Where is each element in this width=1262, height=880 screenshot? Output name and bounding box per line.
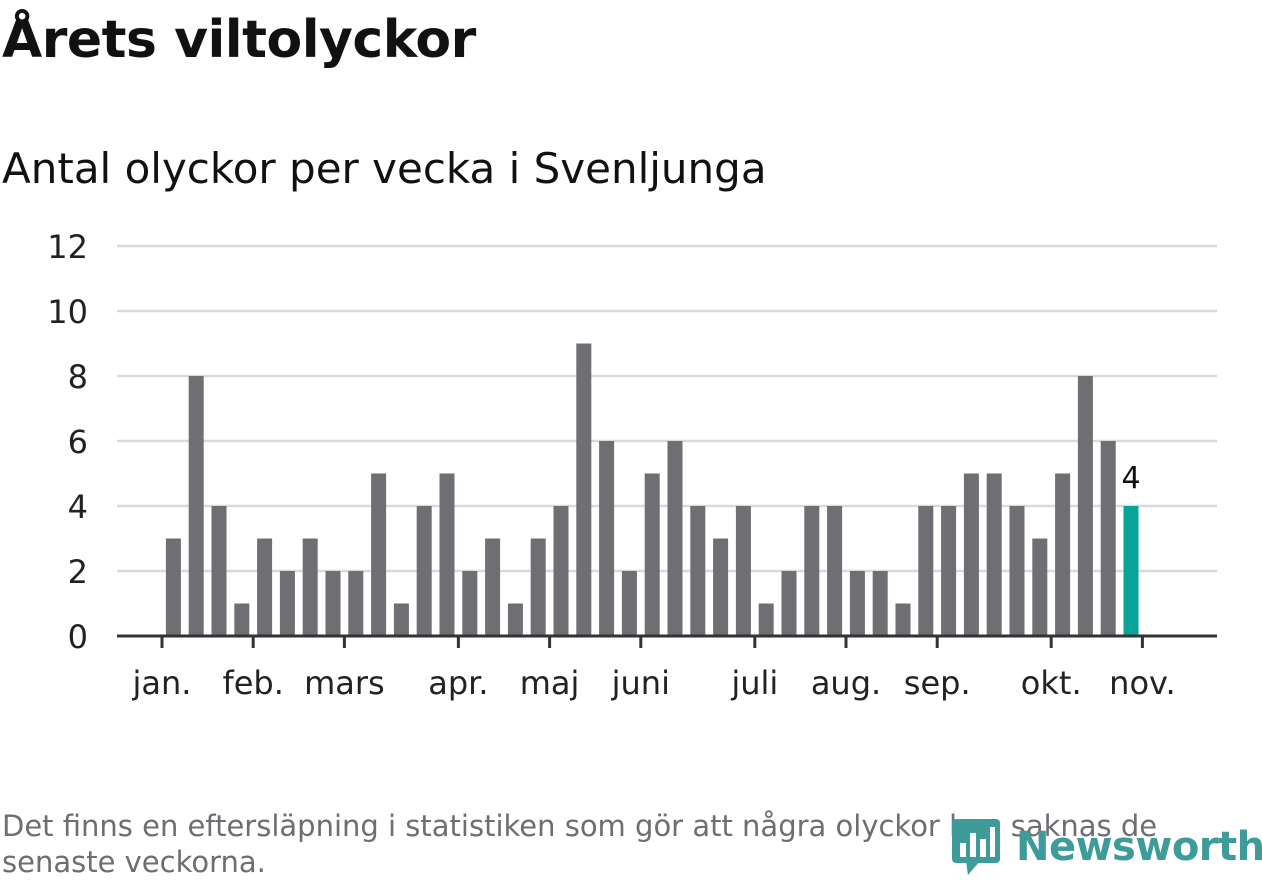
bar xyxy=(553,506,569,636)
bar xyxy=(416,506,432,636)
newsworthy-logo: Newsworthy xyxy=(950,815,1262,879)
x-tick-label: maj xyxy=(520,664,580,702)
bar xyxy=(713,538,729,636)
bar xyxy=(667,441,683,636)
bar xyxy=(758,603,774,636)
chart-subtitle: Antal olyckor per vecka i Svenljunga xyxy=(2,144,767,193)
bar xyxy=(781,571,797,636)
data-label: 4 xyxy=(1121,461,1140,496)
bar xyxy=(279,571,295,636)
y-tick-label: 12 xyxy=(47,228,88,266)
bar xyxy=(1009,506,1025,636)
newsworthy-logo-icon xyxy=(952,819,1000,875)
y-tick-label: 8 xyxy=(68,358,88,396)
bar xyxy=(211,506,227,636)
bar xyxy=(735,506,751,636)
bar xyxy=(827,506,843,636)
bar xyxy=(302,538,318,636)
bar xyxy=(849,571,865,636)
bar xyxy=(644,473,660,636)
bar xyxy=(576,343,592,636)
chart-title: Årets viltolyckor xyxy=(2,10,476,70)
bar xyxy=(371,473,387,636)
bar xyxy=(895,603,911,636)
x-tick-label: okt. xyxy=(1021,664,1082,702)
x-tick-label: mars xyxy=(304,664,385,702)
bar xyxy=(188,376,204,636)
x-tick-label: sep. xyxy=(904,664,971,702)
bar xyxy=(941,506,957,636)
bar xyxy=(485,538,501,636)
bar xyxy=(462,571,478,636)
bar xyxy=(872,571,888,636)
x-tick-label: juni xyxy=(611,664,670,702)
bar xyxy=(963,473,979,636)
bar xyxy=(507,603,523,636)
bar xyxy=(165,538,181,636)
bar xyxy=(530,538,546,636)
x-tick-label: apr. xyxy=(428,664,488,702)
bar xyxy=(621,571,637,636)
bar xyxy=(599,441,615,636)
bar xyxy=(1077,376,1093,636)
bar-chart: 0 2 4 6 8 10 12 4 jan. feb. mars apr. maj juni juli aug… xyxy=(47,228,1217,702)
y-tick-label: 4 xyxy=(68,488,88,526)
bar xyxy=(234,603,250,636)
y-tick-label: 0 xyxy=(68,618,88,656)
x-tick-label: feb. xyxy=(222,664,283,702)
bar xyxy=(348,571,364,636)
x-tick-label: aug. xyxy=(811,664,881,702)
newsworthy-logo-text: Newsworthy xyxy=(1016,824,1262,870)
y-tick-label: 2 xyxy=(68,553,88,591)
x-tick-label: juli xyxy=(730,664,778,702)
bar xyxy=(439,473,455,636)
bar xyxy=(1055,473,1071,636)
y-tick-label: 10 xyxy=(47,293,88,331)
bar xyxy=(918,506,934,636)
bar xyxy=(325,571,341,636)
x-tick-label: jan. xyxy=(132,664,192,702)
y-tick-label: 6 xyxy=(68,423,88,461)
bar xyxy=(1032,538,1048,636)
bar xyxy=(393,603,409,636)
bar xyxy=(804,506,820,636)
bar-highlight xyxy=(1123,506,1139,636)
bar xyxy=(257,538,273,636)
x-tick-label: nov. xyxy=(1109,664,1175,702)
bar xyxy=(690,506,706,636)
bar xyxy=(1100,441,1116,636)
bar xyxy=(986,473,1002,636)
